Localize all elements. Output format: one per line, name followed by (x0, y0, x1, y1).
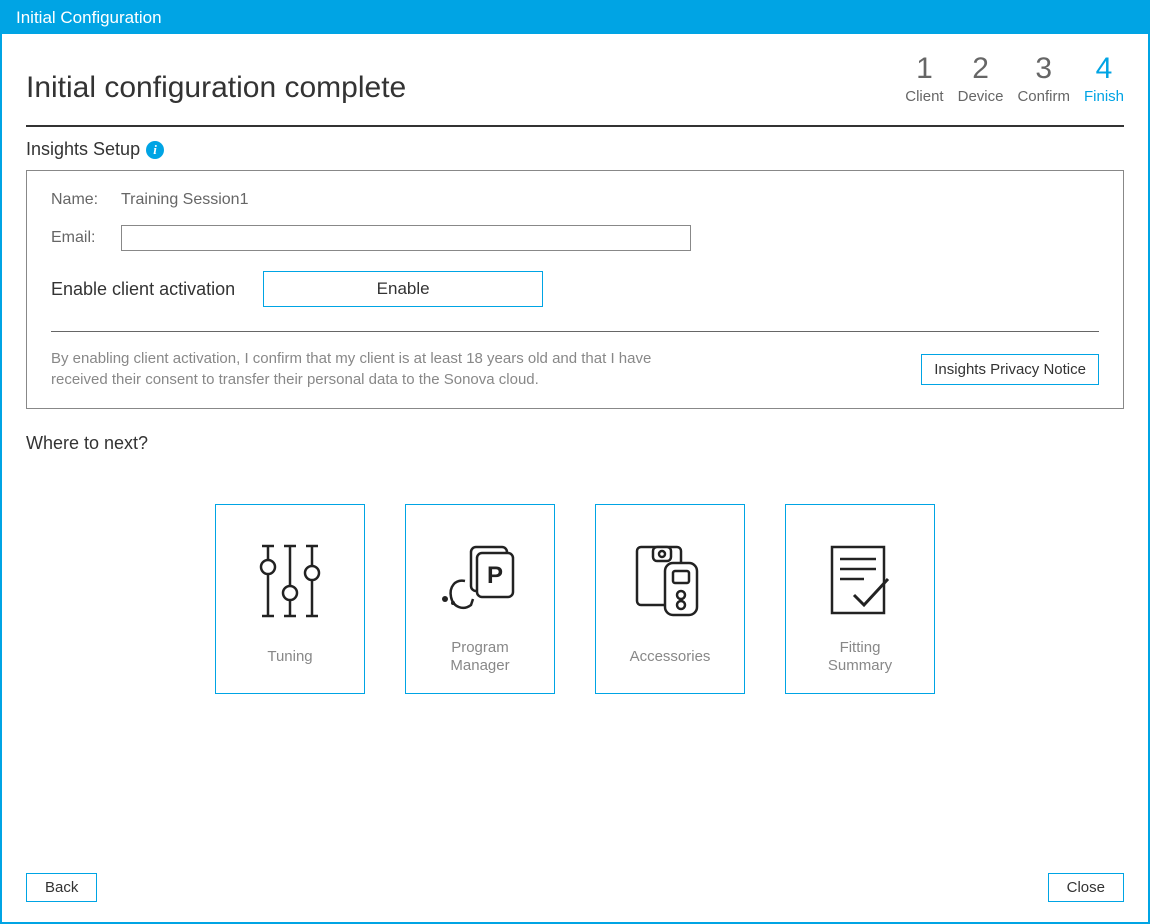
divider (26, 125, 1124, 127)
card-label: Program Manager (450, 639, 509, 675)
step-confirm[interactable]: 3 Confirm (1017, 54, 1070, 105)
activation-row: Enable client activation Enable (51, 271, 1099, 307)
sliders-icon (250, 523, 330, 639)
close-button[interactable]: Close (1048, 873, 1124, 902)
step-number: 1 (916, 54, 933, 84)
card-label: Fitting Summary (828, 639, 892, 675)
insights-box: Name: Training Session1 Email: Enable cl… (26, 170, 1124, 409)
titlebar: Initial Configuration (2, 2, 1148, 34)
card-accessories[interactable]: Accessories (595, 504, 745, 694)
step-label: Client (905, 88, 943, 105)
privacy-notice-button[interactable]: Insights Privacy Notice (921, 354, 1099, 385)
inner-divider (51, 331, 1099, 332)
step-label: Device (958, 88, 1004, 105)
card-fitting-summary[interactable]: Fitting Summary (785, 504, 935, 694)
step-label: Finish (1084, 88, 1124, 105)
email-row: Email: (51, 225, 1099, 251)
consent-row: By enabling client activation, I confirm… (51, 348, 1099, 390)
window: Initial Configuration Initial configurat… (0, 0, 1150, 924)
insights-section-title: Insights Setup i (26, 139, 1124, 160)
step-label: Confirm (1017, 88, 1070, 105)
step-device[interactable]: 2 Device (958, 54, 1004, 105)
step-number: 4 (1096, 54, 1113, 84)
consent-text: By enabling client activation, I confirm… (51, 348, 671, 390)
card-tuning[interactable]: Tuning (215, 504, 365, 694)
activation-label: Enable client activation (51, 279, 235, 300)
card-label: Tuning (267, 639, 312, 675)
step-client[interactable]: 1 Client (905, 54, 943, 105)
card-label: Accessories (630, 639, 711, 675)
name-value: Training Session1 (121, 191, 248, 209)
name-label: Name: (51, 191, 121, 209)
wizard-steps: 1 Client 2 Device 3 Confirm 4 Finish (905, 54, 1124, 105)
card-program-manager[interactable]: P Program Manager (405, 504, 555, 694)
step-number: 3 (1035, 54, 1052, 84)
page-title: Initial configuration complete (26, 71, 406, 105)
info-icon[interactable]: i (146, 141, 164, 159)
step-finish[interactable]: 4 Finish (1084, 54, 1124, 105)
where-next-title: Where to next? (26, 433, 1124, 454)
accessories-icon (625, 523, 715, 639)
step-number: 2 (972, 54, 989, 84)
program-icon: P (435, 523, 525, 639)
email-input[interactable] (121, 225, 691, 251)
enable-button[interactable]: Enable (263, 271, 543, 307)
summary-icon (820, 523, 900, 639)
footer: Back Close (26, 843, 1124, 902)
name-row: Name: Training Session1 (51, 191, 1099, 209)
content-area: Initial configuration complete 1 Client … (2, 34, 1148, 922)
insights-title-text: Insights Setup (26, 139, 140, 160)
window-title: Initial Configuration (16, 8, 162, 28)
header-row: Initial configuration complete 1 Client … (26, 54, 1124, 125)
svg-text:P: P (487, 562, 503, 589)
email-label: Email: (51, 229, 121, 247)
next-cards: Tuning P Program Manag (26, 504, 1124, 694)
back-button[interactable]: Back (26, 873, 97, 902)
